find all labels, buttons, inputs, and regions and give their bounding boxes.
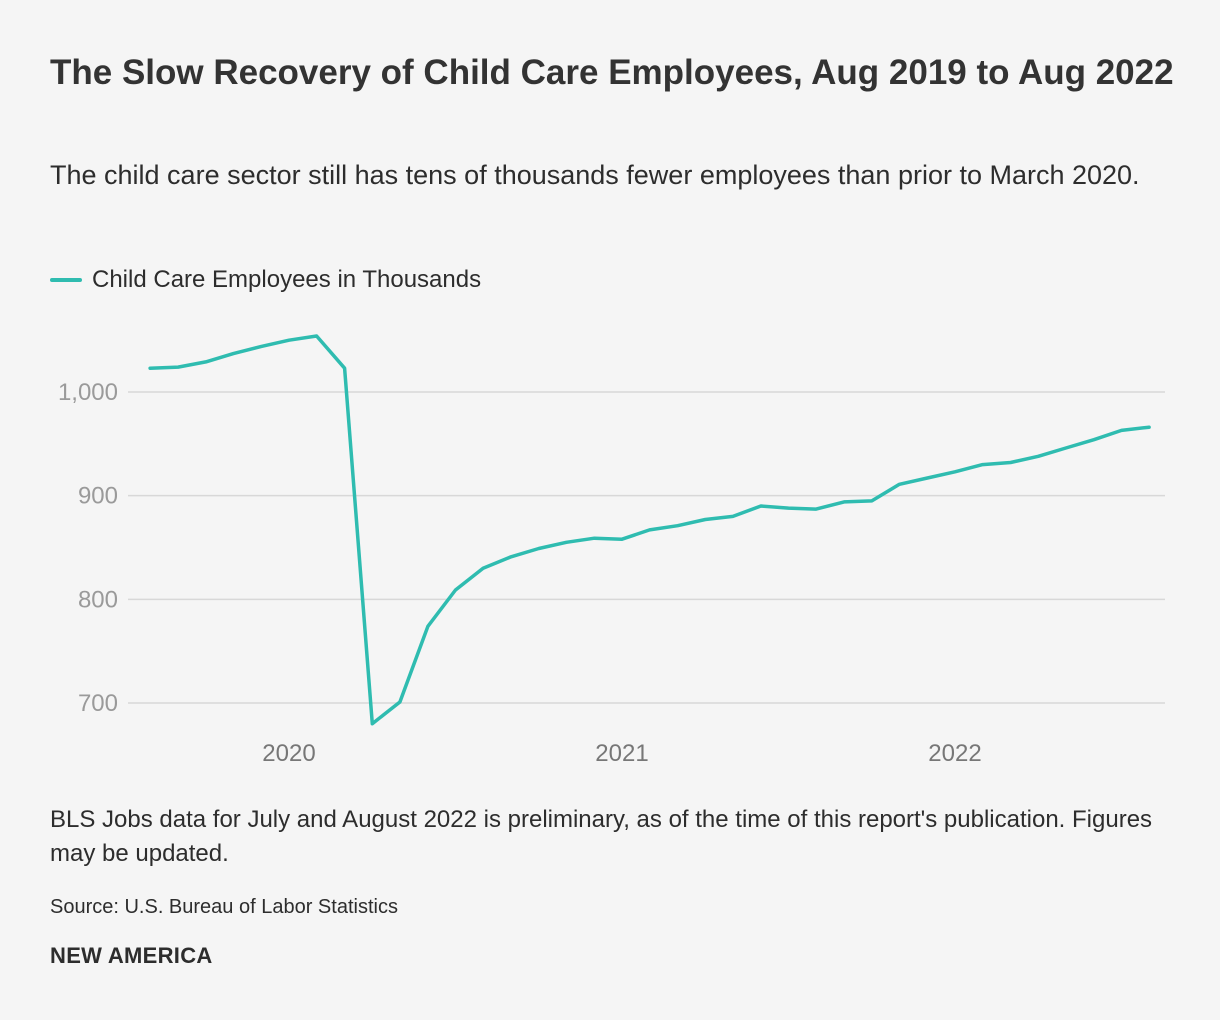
data-point[interactable]: 917: [921, 472, 933, 484]
data-point[interactable]: 855: [560, 536, 572, 548]
data-point[interactable]: 877: [699, 514, 711, 526]
y-axis-tick-labels: 700 800 900 1,000: [58, 379, 118, 717]
data-point[interactable]: 930: [977, 459, 989, 471]
legend: Child Care Employees in Thousands: [50, 266, 481, 294]
data-point[interactable]: 888: [783, 502, 795, 514]
data-point[interactable]: 946: [1060, 442, 1072, 454]
data-point[interactable]: 871: [672, 520, 684, 532]
data-point[interactable]: 895: [866, 495, 878, 507]
x-tick-label: 2020: [262, 740, 315, 767]
data-point[interactable]: 1023: [144, 362, 156, 374]
data-point[interactable]: 890: [755, 500, 767, 512]
data-point[interactable]: 1054: [311, 330, 323, 342]
y-tick-label: 1,000: [58, 379, 118, 406]
data-point[interactable]: 809: [450, 584, 462, 596]
x-axis-tick-labels: 2020 2021 2022: [262, 740, 981, 767]
gridlines: [128, 391, 1165, 704]
x-tick-label: 2022: [928, 740, 981, 767]
y-tick-label: 800: [78, 586, 118, 613]
source-credit: Source: U.S. Bureau of Labor Statistics: [50, 896, 398, 918]
chart-subtitle: The child care sector still has tens of …: [50, 160, 1140, 190]
data-point[interactable]: 932: [1005, 456, 1017, 468]
data-point[interactable]: 894: [838, 496, 850, 508]
data-point[interactable]: 966: [1143, 421, 1155, 433]
chart-title: The Slow Recovery of Child Care Employee…: [50, 53, 1174, 92]
data-point[interactable]: 911: [893, 478, 905, 490]
data-point[interactable]: 680: [366, 718, 378, 730]
chart-note: BLS Jobs data for July and August 2022 i…: [50, 806, 1153, 867]
data-point[interactable]: 938: [1032, 450, 1044, 462]
series-group: 1023 1024 1029 1037 1044 1050 1054 1023 680 701 77…: [144, 330, 1155, 730]
y-tick-label: 900: [78, 483, 118, 510]
data-point[interactable]: 867: [644, 524, 656, 536]
data-point[interactable]: 887: [810, 503, 822, 515]
legend-swatch: [50, 278, 82, 282]
data-point[interactable]: 1050: [283, 334, 295, 346]
data-point[interactable]: 923: [949, 466, 961, 478]
data-point[interactable]: 841: [505, 551, 517, 563]
data-point[interactable]: 858: [616, 533, 628, 545]
data-point[interactable]: 1023: [339, 362, 351, 374]
data-point[interactable]: 859: [588, 532, 600, 544]
data-point[interactable]: 849: [533, 543, 545, 555]
y-tick-label: 700: [78, 690, 118, 717]
data-point[interactable]: 1044: [255, 340, 267, 352]
data-point[interactable]: 830: [477, 562, 489, 574]
legend-label: Child Care Employees in Thousands: [92, 266, 482, 293]
data-point[interactable]: 1037: [227, 348, 239, 360]
data-point[interactable]: 880: [727, 510, 739, 522]
data-point[interactable]: 1029: [200, 356, 212, 368]
data-point[interactable]: 701: [394, 696, 406, 708]
brand-logo-text: NEW AMERICA: [50, 943, 213, 968]
data-point[interactable]: 1024: [172, 361, 184, 373]
data-point[interactable]: 954: [1088, 434, 1100, 446]
line-chart: 700 800 900 1,000 2020 2021 2022 1023 1024 1029…: [58, 330, 1165, 767]
x-tick-label: 2021: [595, 740, 648, 767]
data-point[interactable]: 963: [1116, 424, 1128, 436]
data-point[interactable]: 774: [422, 620, 434, 632]
series-line-child-care-employees: [148, 334, 1151, 726]
